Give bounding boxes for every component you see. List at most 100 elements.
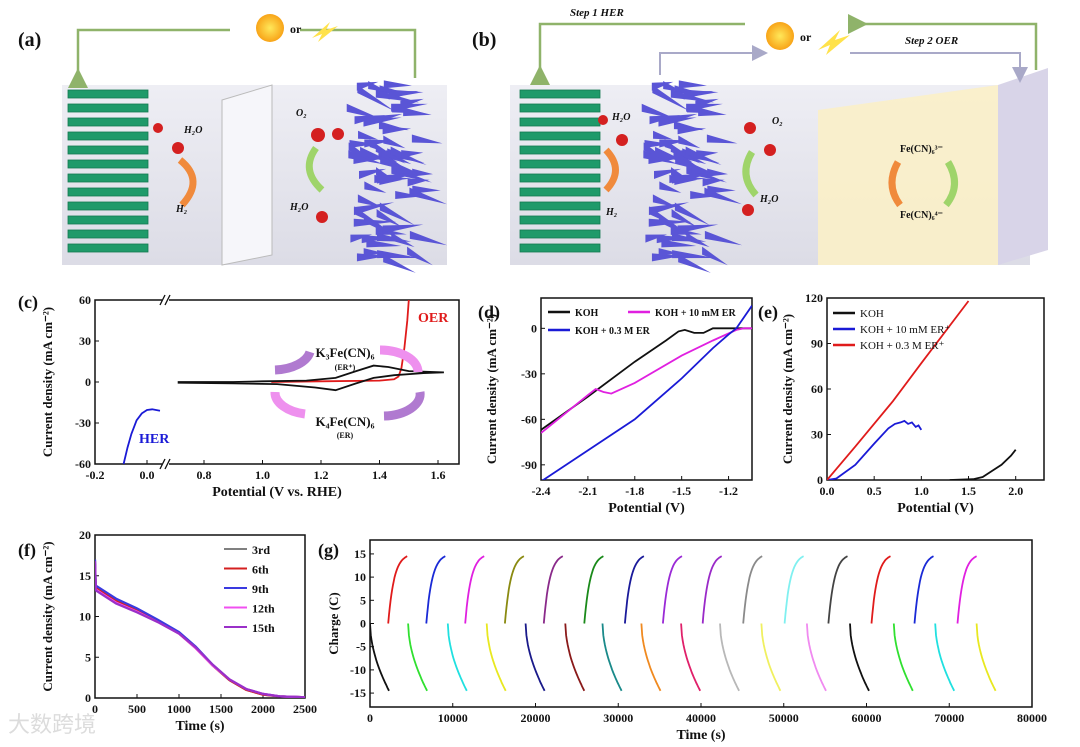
nanocone [702, 246, 728, 266]
y-tick-label: -90 [521, 458, 537, 472]
series-line-koh [541, 327, 752, 431]
charge-curve [742, 555, 763, 624]
axis-break-mark [159, 458, 166, 470]
x-tick-label: 0 [367, 711, 373, 725]
sun-icon [766, 22, 794, 50]
nanocone [364, 139, 393, 148]
discharge-curve [370, 623, 390, 692]
x-tick-label: 1.4 [372, 468, 387, 482]
series-line-koh-10-mm-er [541, 327, 752, 434]
legend-label: 9th [252, 582, 269, 596]
nanocone [350, 234, 373, 243]
schematic-a: or H₂O H₂ O₂ H₂O [62, 14, 448, 273]
charge-curve [583, 555, 604, 624]
catalyst-plate [67, 145, 149, 155]
catalyst-plate [519, 89, 601, 99]
discharge-curve [524, 623, 546, 692]
nanocone [645, 234, 668, 243]
x-tick-label: -1.8 [625, 484, 644, 498]
nanocone [670, 143, 701, 164]
x-tick-label: 0.0 [820, 484, 835, 498]
discharge-curve [446, 623, 468, 692]
charge-curve [542, 555, 564, 624]
charge-curve [662, 555, 683, 624]
y-tick-label: -15 [350, 686, 366, 700]
cathode-electrode [519, 89, 601, 253]
nanocone [653, 130, 674, 140]
nanocone [686, 165, 728, 183]
chart-e: 0.0 0.5 1.0 1.5 2.0 0 30 60 90 120 Potential (V) Cu… [780, 291, 1045, 516]
series-line-15th [95, 561, 305, 698]
label-h2o-2: H₂O [289, 202, 309, 213]
x-tick-label: 1.0 [914, 484, 929, 498]
nanocone [672, 250, 715, 259]
nanocone [383, 254, 416, 273]
catalyst-plate [519, 145, 601, 155]
wire-right [300, 28, 417, 78]
nanocone [668, 113, 698, 125]
her-arrow [177, 157, 197, 208]
x-tick-label: 50000 [769, 711, 799, 725]
series-line-oer [271, 300, 410, 383]
x-tick-label: 1000 [167, 702, 191, 716]
catalyst-plate [519, 229, 601, 239]
discharge-curve [640, 623, 662, 692]
annotation-k3fecn6: K₃Fe(CN)₆ [315, 345, 374, 360]
annotation-er: (ER) [337, 431, 354, 440]
wire-anode [659, 45, 768, 75]
catalyst-plate [519, 159, 601, 169]
nanocone [411, 134, 443, 144]
anode-electrode [346, 80, 448, 273]
nanocone [678, 135, 701, 149]
nanocone [674, 202, 710, 226]
o2-molecule-icon [764, 144, 776, 156]
catalyst-plate [67, 243, 149, 253]
label-o2: O₂ [772, 116, 783, 127]
y-tick-label: 15 [354, 547, 366, 561]
nanocone [702, 178, 725, 187]
nanocone [376, 208, 402, 227]
charge-curve [464, 555, 485, 624]
x-axis-label: Potential (V) [897, 501, 974, 516]
nanocone [641, 103, 678, 120]
nanocone [685, 146, 722, 166]
catalyst-plate [67, 131, 149, 141]
nanocone [677, 126, 707, 135]
nanocone [357, 194, 383, 208]
nanocone [648, 202, 690, 216]
label-h2: H₂ [175, 204, 187, 215]
discharge-curve [719, 623, 740, 692]
nanocone [375, 143, 406, 164]
catalyst-plate [67, 89, 149, 99]
catalyst-plate [67, 103, 149, 113]
nanocone [401, 150, 424, 159]
nanocone [698, 108, 727, 117]
legend-label: KOH + 10 mM ER⁺ [860, 324, 950, 336]
discharge-curve [485, 623, 507, 692]
step1-label: Step 1 HER [570, 7, 624, 19]
or-label: or [800, 30, 812, 44]
redox-arrow-lower-right [383, 391, 425, 421]
y-axis-label: Current density (mA cm⁻²) [40, 307, 55, 457]
oer-arrow [305, 145, 325, 193]
plot-frame [369, 539, 1033, 708]
nanocone [652, 85, 690, 112]
discharge-curve [849, 623, 870, 692]
water-drop-icon [153, 123, 163, 133]
axis-break-mark [159, 294, 166, 306]
nanocone [346, 103, 383, 120]
nanocone [649, 206, 680, 228]
nanocone [659, 139, 688, 148]
nanocone [671, 172, 714, 184]
oer-arrow [742, 150, 759, 198]
nanocone [380, 155, 420, 174]
charge-curve [956, 555, 978, 624]
y-tick-label: 5 [360, 593, 366, 607]
nanocone [675, 155, 715, 174]
axis-break-mark [164, 458, 171, 470]
catalyst-plate [519, 243, 601, 253]
nanocone [409, 230, 448, 246]
reduction-arrow [943, 160, 958, 208]
anode-electrode [641, 80, 743, 273]
axis-break-mark [164, 294, 171, 306]
